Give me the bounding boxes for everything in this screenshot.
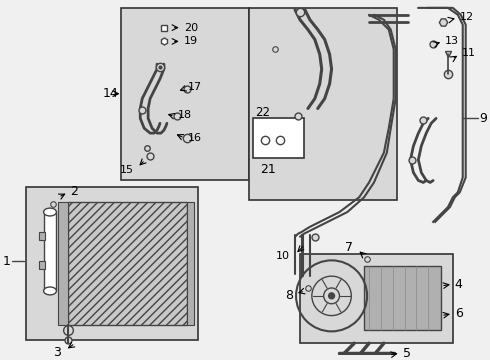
Bar [364,266,441,330]
Text: 20: 20 [184,23,198,33]
Text: 9: 9 [480,112,488,125]
Text: 7: 7 [345,241,353,254]
Text: 1: 1 [2,255,10,268]
Bar [44,212,56,291]
Text: 14: 14 [103,87,119,100]
Text: 8: 8 [285,289,293,302]
Ellipse shape [44,208,56,216]
Bar [39,232,45,240]
Bar [249,8,397,200]
Text: 6: 6 [455,307,463,320]
Text: 15: 15 [121,165,134,175]
Text: 17: 17 [188,82,202,92]
Text: 2: 2 [70,185,78,198]
Bar [68,202,187,325]
Text: 18: 18 [178,111,192,120]
Text: 3: 3 [53,346,61,359]
Bar [58,202,68,325]
Bar [253,118,304,158]
Bar [121,8,249,180]
Text: 4: 4 [455,278,463,291]
Text: 21: 21 [261,163,276,176]
Text: 11: 11 [462,48,476,58]
Text: 10: 10 [276,251,290,261]
Circle shape [329,293,335,299]
Bar [300,255,453,343]
Bar [39,261,45,269]
Bar [26,188,198,340]
Text: 16: 16 [188,133,201,143]
Text: 22: 22 [255,106,270,119]
Bar [187,202,195,325]
Text: 13: 13 [445,36,459,46]
Text: 5: 5 [403,347,411,360]
Ellipse shape [44,287,56,295]
Text: 19: 19 [184,36,198,46]
Text: 12: 12 [460,12,474,22]
